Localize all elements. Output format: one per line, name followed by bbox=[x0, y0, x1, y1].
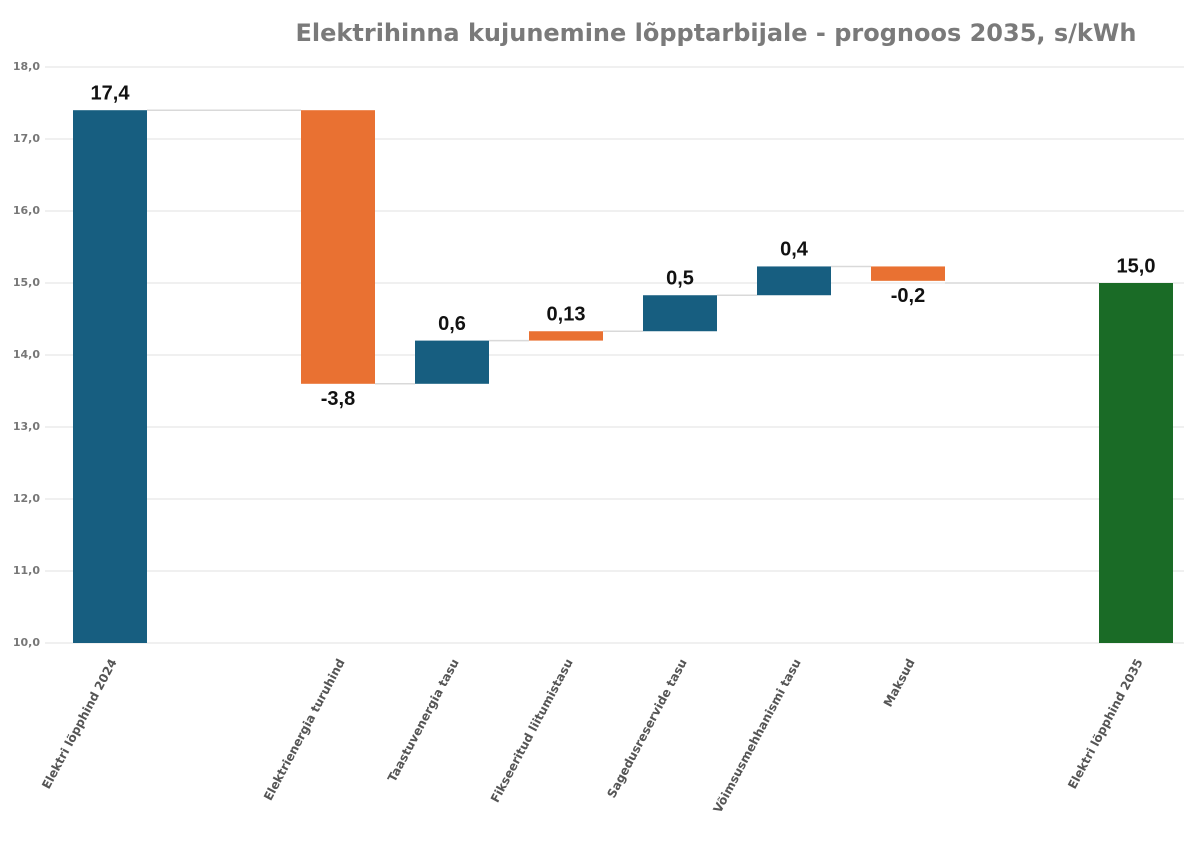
x-tick-label: Taastuvenergia tasu bbox=[385, 656, 462, 784]
bar bbox=[757, 266, 831, 296]
y-tick-label: 18,0 bbox=[13, 60, 40, 73]
x-tick-label: Elektri lõpphind 2024 bbox=[39, 656, 120, 791]
data-label: 0,6 bbox=[438, 313, 466, 335]
data-label: 0,4 bbox=[780, 239, 809, 261]
y-tick-label: 10,0 bbox=[13, 636, 40, 649]
bar bbox=[301, 110, 375, 384]
y-tick-label: 14,0 bbox=[13, 348, 40, 361]
x-tick-label: Elektrienergia turuhind bbox=[261, 656, 348, 802]
x-tick-label: Elektri lõpphind 2035 bbox=[1065, 656, 1146, 791]
bar bbox=[643, 295, 717, 332]
bar bbox=[1099, 283, 1173, 643]
x-tick-label: Fikseeritud liitumistasu bbox=[488, 656, 576, 804]
data-label: 15,0 bbox=[1117, 255, 1156, 277]
y-tick-label: 11,0 bbox=[13, 564, 40, 577]
data-label: -3,8 bbox=[321, 388, 355, 410]
x-tick-label: Sagedusreservide tasu bbox=[604, 656, 689, 800]
y-tick-label: 12,0 bbox=[13, 492, 40, 505]
x-tick-label: Võimsusmehhanismi tasu bbox=[711, 656, 804, 815]
data-label: 17,4 bbox=[91, 82, 131, 104]
data-label: 0,5 bbox=[666, 268, 694, 290]
x-tick-label: Maksud bbox=[881, 656, 918, 709]
bar bbox=[415, 340, 489, 384]
y-tick-label: 15,0 bbox=[13, 276, 40, 289]
y-tick-label: 13,0 bbox=[13, 420, 40, 433]
bar bbox=[871, 266, 945, 281]
bar bbox=[73, 110, 147, 643]
y-tick-label: 16,0 bbox=[13, 204, 40, 217]
chart-title: Elektrihinna kujunemine lõpptarbijale - … bbox=[296, 19, 1137, 47]
y-tick-label: 17,0 bbox=[13, 132, 40, 145]
bar bbox=[529, 331, 603, 341]
data-label: -0,2 bbox=[891, 285, 925, 307]
data-label: 0,13 bbox=[547, 304, 586, 326]
